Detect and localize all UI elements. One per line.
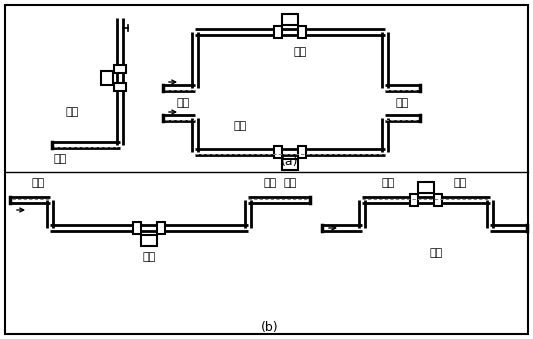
Text: 液体: 液体 [395, 98, 409, 108]
Text: 气泡: 气泡 [31, 178, 45, 188]
Bar [434, 194, 442, 206]
Text: 错误: 错误 [233, 121, 247, 131]
Bar [298, 26, 306, 38]
Text: 气泡: 气泡 [382, 178, 394, 188]
Text: 气泡: 气泡 [263, 178, 277, 188]
Text: 正确: 正确 [293, 47, 306, 57]
Text: 气泡: 气泡 [454, 178, 466, 188]
Text: 正确: 正确 [142, 252, 156, 262]
Bar [274, 145, 282, 158]
Text: (a): (a) [281, 155, 299, 168]
Bar [282, 14, 298, 25]
Text: 正确: 正确 [66, 107, 79, 117]
Bar [101, 71, 113, 85]
Bar [141, 235, 157, 246]
Text: (b): (b) [261, 321, 279, 334]
Bar [410, 194, 418, 206]
Bar [157, 222, 165, 234]
Bar [418, 182, 434, 193]
Text: 液体: 液体 [284, 178, 297, 188]
Text: 液体: 液体 [53, 154, 67, 164]
Bar [274, 26, 282, 38]
Bar [114, 65, 126, 73]
Text: 错误: 错误 [430, 248, 442, 258]
Bar [298, 145, 306, 158]
Bar [114, 83, 126, 91]
Text: 液体: 液体 [176, 98, 190, 108]
Bar [133, 222, 141, 234]
Bar [282, 159, 298, 170]
